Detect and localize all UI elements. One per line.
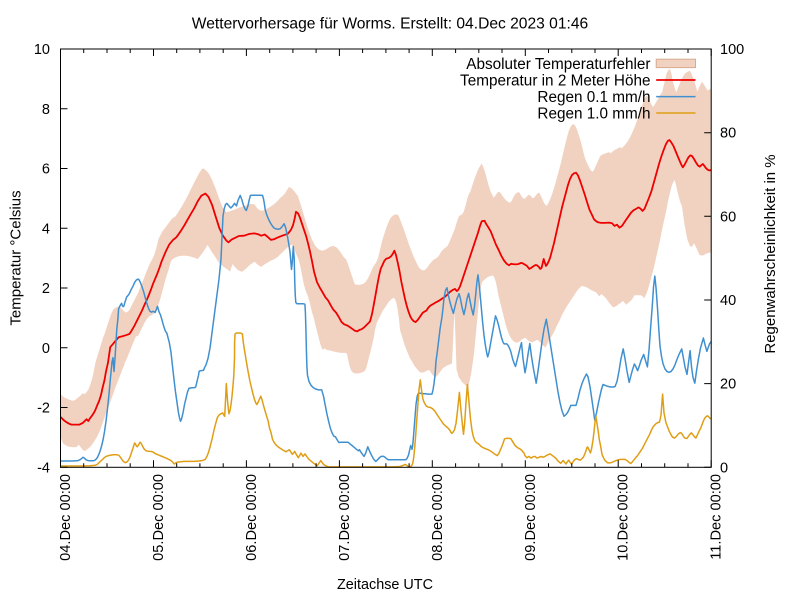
svg-text:6: 6 [42, 162, 50, 178]
svg-text:11.Dec 00:00: 11.Dec 00:00 [709, 474, 725, 560]
svg-text:09.Dec 00:00: 09.Dec 00:00 [523, 474, 539, 561]
svg-text:07.Dec 00:00: 07.Dec 00:00 [337, 474, 353, 561]
svg-text:04.Dec 00:00: 04.Dec 00:00 [58, 474, 74, 561]
svg-text:80: 80 [720, 126, 736, 142]
svg-text:Regen 0.1 mm/h: Regen 0.1 mm/h [537, 89, 650, 106]
svg-text:Wettervorhersage für Worms. Er: Wettervorhersage für Worms. Erstellt: 04… [192, 16, 588, 33]
svg-text:05.Dec 00:00: 05.Dec 00:00 [151, 474, 167, 561]
svg-text:Regenwahrscheinlichkeit in %: Regenwahrscheinlichkeit in % [762, 154, 779, 353]
svg-text:0: 0 [42, 341, 50, 357]
svg-text:10: 10 [34, 42, 50, 58]
svg-text:10.Dec 00:00: 10.Dec 00:00 [616, 474, 632, 561]
svg-text:2: 2 [42, 281, 50, 297]
svg-text:20: 20 [720, 377, 736, 393]
svg-text:-4: -4 [37, 460, 50, 476]
svg-text:08.Dec 00:00: 08.Dec 00:00 [430, 474, 446, 561]
svg-text:-2: -2 [37, 401, 50, 417]
svg-text:Absoluter Temperaturfehler: Absoluter Temperaturfehler [466, 56, 650, 73]
svg-text:Zeitachse UTC: Zeitachse UTC [337, 577, 433, 593]
svg-text:4: 4 [42, 221, 50, 237]
svg-text:Regen 1.0 mm/h: Regen 1.0 mm/h [537, 105, 650, 122]
svg-text:0: 0 [720, 460, 728, 476]
svg-text:60: 60 [720, 209, 736, 225]
svg-text:Temperatur in 2 Meter Höhe: Temperatur in 2 Meter Höhe [460, 72, 650, 89]
svg-text:40: 40 [720, 293, 736, 309]
svg-text:8: 8 [42, 102, 50, 118]
svg-text:06.Dec 00:00: 06.Dec 00:00 [244, 474, 260, 561]
svg-text:Temperatur °Celsius: Temperatur °Celsius [8, 190, 25, 325]
svg-text:100: 100 [720, 42, 744, 58]
